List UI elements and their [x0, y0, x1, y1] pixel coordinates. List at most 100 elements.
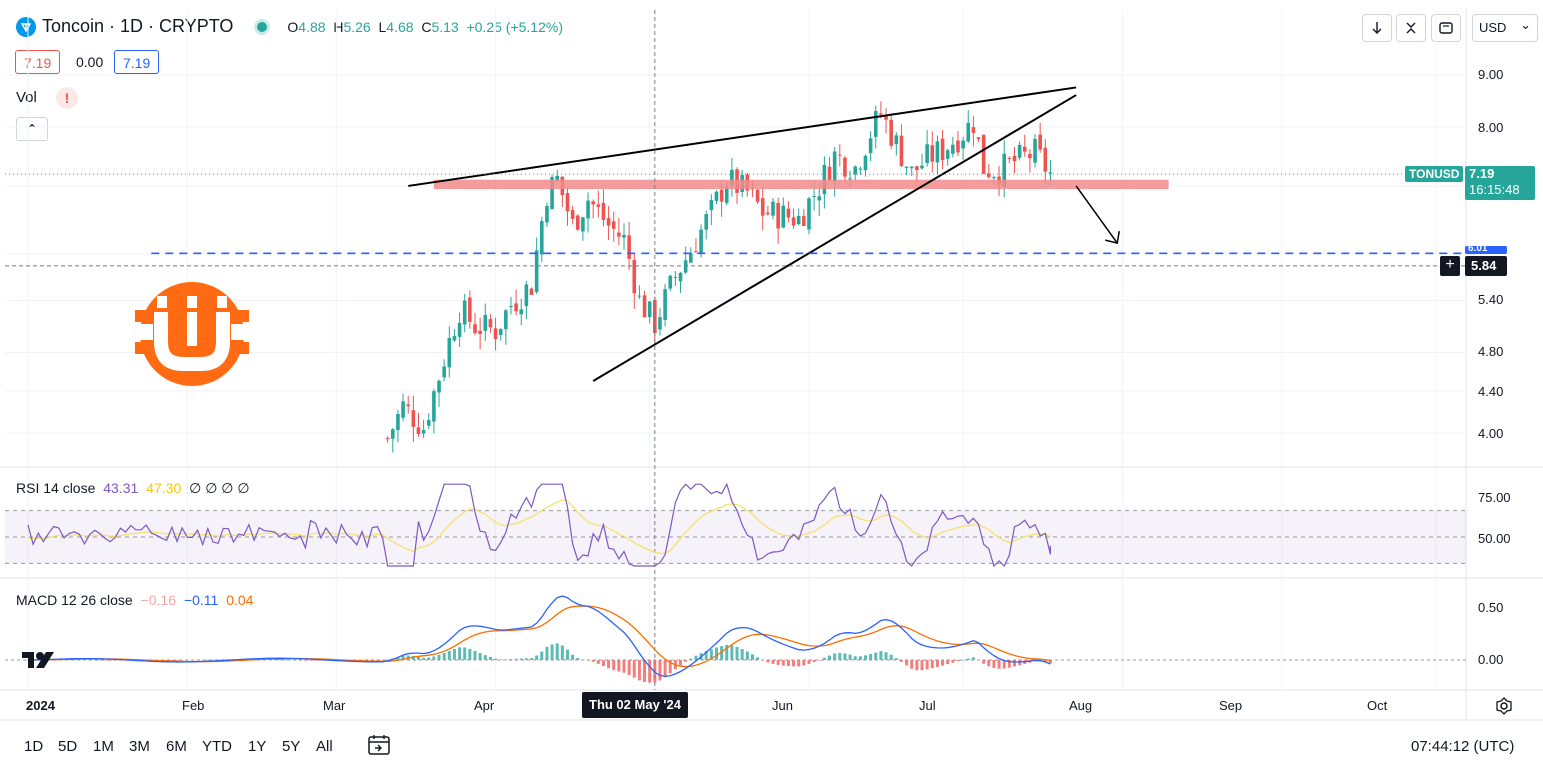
candle-body — [822, 164, 827, 195]
candle-body — [776, 203, 780, 229]
macd-histogram-bar — [643, 660, 647, 683]
macd-histogram-bar — [612, 660, 616, 671]
candle-body — [478, 330, 482, 334]
macd-histogram-bar — [863, 655, 867, 660]
buy-price-button[interactable]: 7.19 — [114, 50, 160, 74]
range-all-button[interactable]: All — [316, 738, 333, 755]
macd-histogram-bar — [894, 658, 898, 660]
candle-body — [760, 198, 765, 216]
macd-tick: 0.50 — [1478, 600, 1504, 615]
macd-histogram-bar — [802, 660, 806, 666]
volume-alert-icon[interactable]: ! — [56, 87, 78, 109]
candle-body — [591, 201, 595, 205]
macd-histogram-bar — [858, 656, 862, 660]
macd-histogram-bar — [797, 660, 801, 667]
candle-body — [555, 175, 560, 181]
currency-select[interactable]: USD ⌄ — [1472, 14, 1538, 42]
brand-logo — [133, 280, 251, 388]
candle-body — [858, 168, 863, 170]
candle-body — [406, 404, 411, 407]
rsi-legend: RSI 14 close 43.31 47.30 ∅ ∅ ∅ ∅ — [16, 480, 250, 497]
candle-body — [462, 300, 467, 325]
range-1y-button[interactable]: 1Y — [248, 738, 267, 755]
macd-histogram-bar — [1007, 660, 1011, 668]
candle-body — [658, 317, 662, 330]
macd-histogram-bar — [663, 660, 667, 678]
fullscreen-icon[interactable] — [1396, 14, 1426, 42]
download-icon[interactable] — [1362, 14, 1392, 42]
settings-gear-icon[interactable] — [1494, 696, 1514, 721]
candle-body — [981, 134, 986, 174]
candle-body — [730, 170, 734, 186]
range-1m-button[interactable]: 1M — [93, 738, 114, 755]
macd-histogram-bar — [463, 647, 467, 660]
macd-histogram-bar — [627, 660, 631, 675]
macd-histogram-bar — [930, 660, 934, 669]
range-5y-button[interactable]: 5Y — [282, 738, 301, 755]
candle-body — [550, 177, 554, 210]
candle-body — [473, 324, 477, 334]
candle-body — [894, 135, 899, 145]
candle-body — [1007, 158, 1012, 160]
macd-histogram-bar — [422, 657, 426, 660]
macd-histogram-bar — [596, 660, 600, 664]
time-label: Feb — [182, 698, 205, 713]
range-6m-button[interactable]: 6M — [166, 738, 187, 755]
range-1d-button[interactable]: 1D — [24, 738, 44, 755]
macd-histogram-bar — [1012, 660, 1016, 667]
macd-histogram-bar — [915, 660, 919, 671]
chevron-down-icon: ⌄ — [1520, 17, 1531, 32]
candle-body — [493, 328, 498, 339]
candle-body — [694, 251, 698, 253]
add-alert-icon[interactable]: + — [1440, 256, 1460, 276]
macd-histogram-bar — [175, 660, 179, 661]
macd-histogram-bar — [750, 654, 754, 660]
utc-clock[interactable]: 07:44:12 (UTC) — [1411, 738, 1515, 755]
candle-body — [514, 303, 518, 312]
macd-signal-value: 0.04 — [226, 592, 254, 608]
macd-histogram-bar — [180, 660, 184, 661]
macd-histogram-bar — [571, 654, 575, 660]
range-ytd-button[interactable]: YTD — [202, 738, 232, 755]
macd-hist-value: −0.16 — [140, 592, 177, 608]
time-label: Jul — [919, 698, 936, 713]
macd-histogram-bar — [961, 659, 965, 661]
candle-body — [1038, 134, 1042, 150]
time-label: Sep — [1219, 698, 1243, 713]
candle-body — [416, 427, 421, 434]
sell-price-button[interactable]: 7.19 — [15, 50, 61, 74]
macd-histogram-bar — [956, 660, 960, 662]
candle-body — [457, 322, 462, 337]
collapse-indicators-button[interactable]: ⌃ — [16, 117, 48, 141]
wedge-upper-trendline — [408, 86, 1077, 187]
candle-body — [802, 216, 806, 226]
price-tick: 4.00 — [1478, 426, 1504, 441]
candle-body — [1022, 146, 1027, 152]
candle-body — [796, 216, 801, 225]
macd-histogram-bar — [1002, 660, 1006, 669]
candle-body — [889, 119, 893, 146]
macd-legend: MACD 12 26 close −0.16 −0.11 0.04 — [16, 592, 253, 608]
price-tick: 9.00 — [1478, 67, 1504, 82]
candle-body — [714, 191, 719, 201]
range-5d-button[interactable]: 5D — [58, 738, 78, 755]
go-to-date-icon[interactable] — [367, 734, 391, 761]
candle-body — [401, 401, 405, 418]
candle-body — [827, 166, 832, 181]
macd-histogram-bar — [679, 660, 683, 666]
macd-histogram-bar — [314, 660, 318, 661]
macd-histogram-bar — [447, 650, 451, 660]
candle-body — [971, 127, 976, 133]
candle-body — [678, 272, 683, 282]
macd-histogram-bar — [442, 652, 446, 660]
macd-histogram-bar — [730, 645, 734, 660]
range-3m-button[interactable]: 3M — [129, 738, 150, 755]
macd-histogram-bar — [499, 659, 503, 660]
macd-histogram-bar — [458, 647, 462, 660]
tradingview-logo[interactable] — [20, 650, 60, 675]
last-price-tag: 7.19 16:15:48 — [1465, 166, 1535, 200]
symbol-header[interactable]: Toncoin · 1D · CRYPTO O4.88 H5.26 L4.68 … — [16, 16, 563, 37]
macd-histogram-bar — [535, 655, 539, 660]
close-value: 5.13 — [431, 18, 459, 35]
